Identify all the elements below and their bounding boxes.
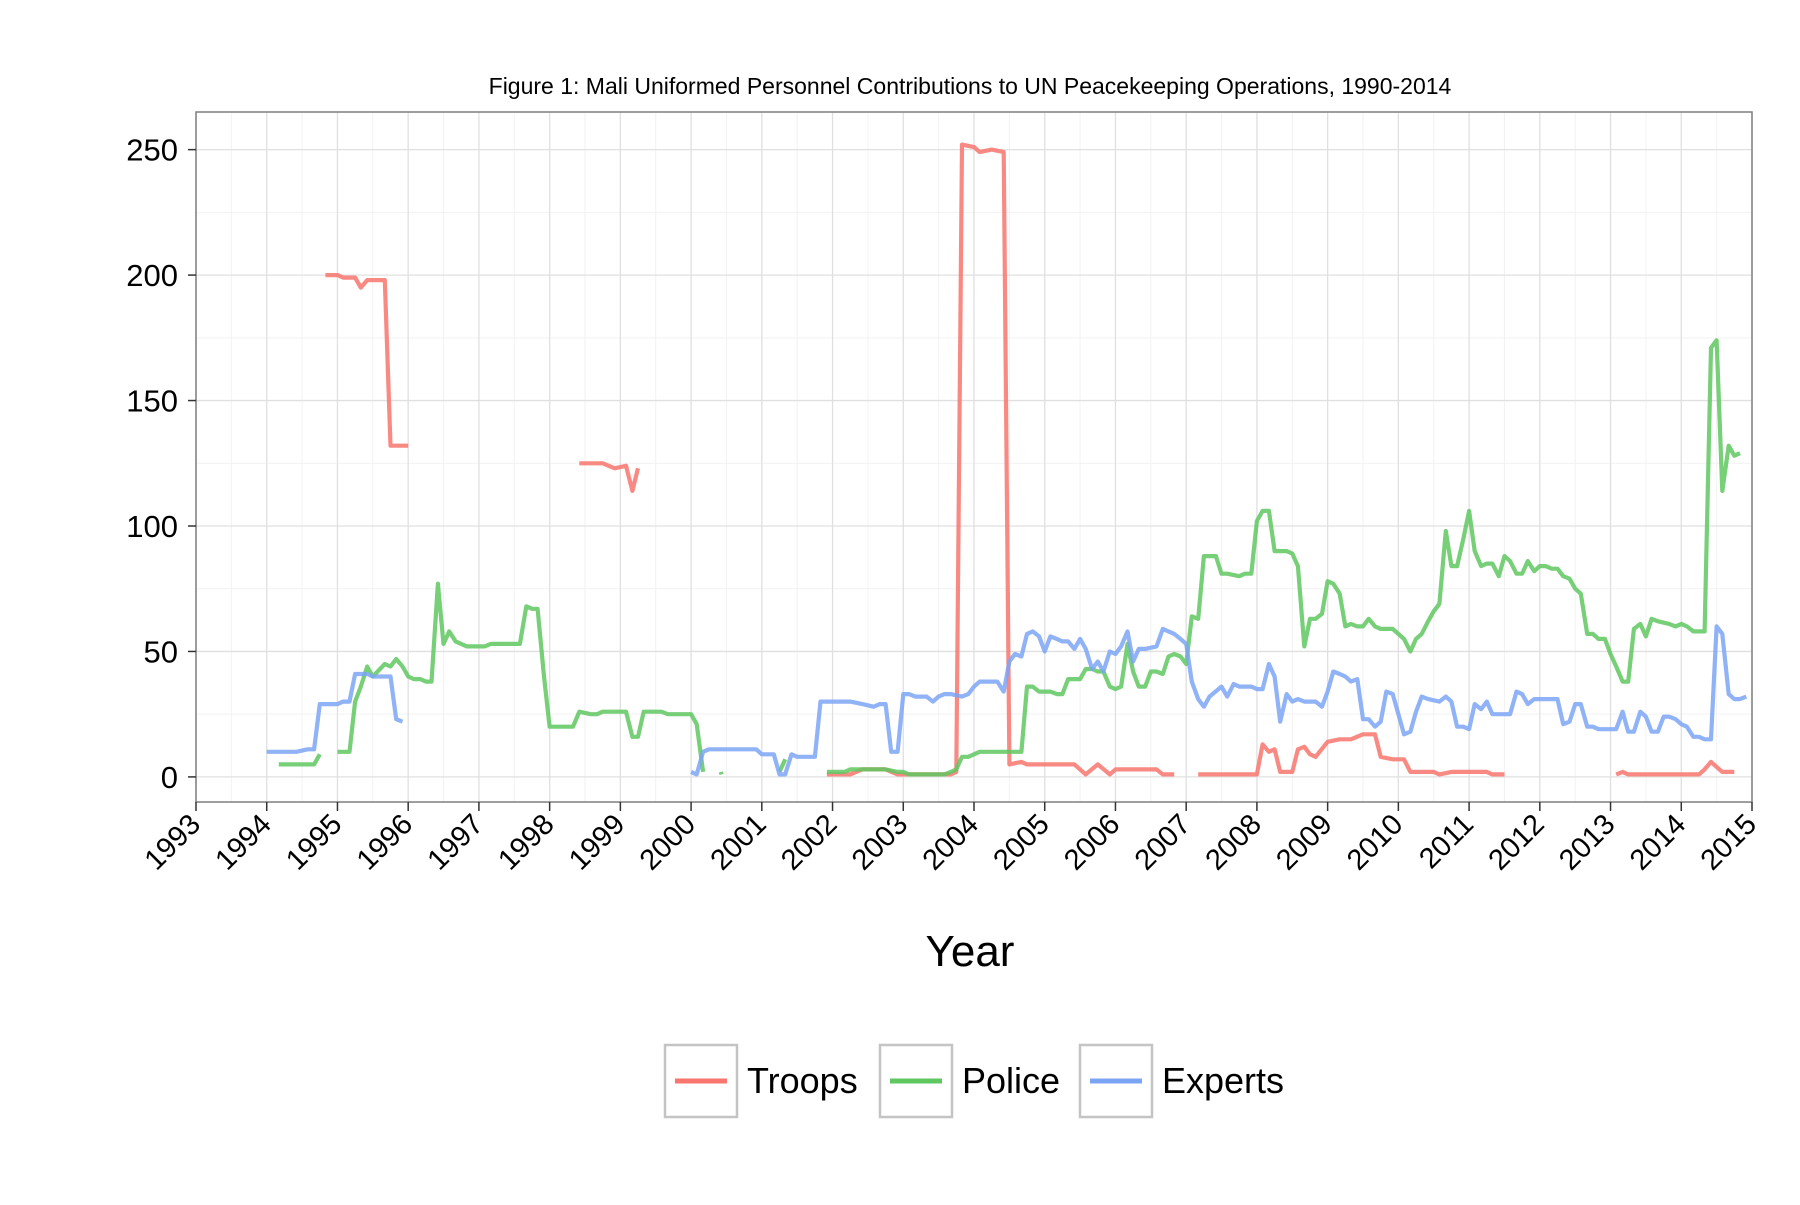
series-line-experts bbox=[690, 624, 1748, 777]
x-tick-label: 1994 bbox=[209, 808, 277, 876]
x-tick-label: 2004 bbox=[917, 808, 985, 876]
series-line-police bbox=[278, 753, 322, 767]
x-tick-label: 1997 bbox=[422, 808, 490, 876]
legend-item-experts: Experts bbox=[1078, 1043, 1284, 1119]
y-tick-label: 100 bbox=[126, 509, 178, 544]
chart-title: Figure 1: Mali Uniformed Personnel Contr… bbox=[489, 73, 1452, 99]
series-line-police bbox=[826, 338, 1741, 777]
x-tick-label: 2003 bbox=[846, 808, 914, 876]
legend-item-troops: Troops bbox=[663, 1043, 858, 1119]
x-tick-label: 2009 bbox=[1270, 808, 1338, 876]
minor-gridlines bbox=[196, 112, 1752, 802]
x-tick-label: 1993 bbox=[139, 808, 207, 876]
series-experts bbox=[266, 624, 1748, 777]
x-tick-label: 1999 bbox=[563, 808, 631, 876]
series-line-police bbox=[337, 581, 706, 773]
x-tick-label: 2011 bbox=[1413, 808, 1480, 875]
series-line-police bbox=[718, 771, 724, 775]
legend-label: Experts bbox=[1162, 1060, 1284, 1101]
y-tick-label: 200 bbox=[126, 258, 178, 293]
x-tick-label: 2012 bbox=[1483, 808, 1551, 876]
x-tick-label: 2014 bbox=[1624, 808, 1692, 876]
series-line-troops bbox=[579, 461, 641, 493]
x-tick-label: 2013 bbox=[1553, 808, 1621, 876]
x-tick-label: 1998 bbox=[492, 808, 560, 876]
series-line-troops bbox=[1198, 732, 1505, 777]
legend-label: Troops bbox=[747, 1060, 858, 1101]
series-line-troops bbox=[325, 273, 409, 448]
x-tick-label: 2002 bbox=[775, 808, 843, 876]
legend-item-police: Police bbox=[878, 1043, 1060, 1119]
series-line-troops bbox=[1615, 759, 1735, 777]
x-axis-title: Year bbox=[926, 927, 1015, 976]
series-line-experts bbox=[266, 671, 404, 754]
y-tick-label: 150 bbox=[126, 384, 178, 419]
x-tick-label: 2007 bbox=[1129, 808, 1197, 876]
series-line-police bbox=[777, 758, 788, 773]
series-lines bbox=[266, 142, 1748, 777]
x-tick-label: 2000 bbox=[634, 808, 702, 876]
x-tick-label: 1995 bbox=[280, 808, 348, 876]
x-tick-label: 2015 bbox=[1695, 808, 1763, 876]
x-tick-label: 2008 bbox=[1200, 808, 1268, 876]
series-police bbox=[278, 338, 1741, 777]
legend: Troops Police Experts bbox=[663, 1043, 1284, 1119]
y-tick-label: 0 bbox=[161, 760, 178, 795]
x-tick-label: 2006 bbox=[1058, 808, 1126, 876]
x-tick-label: 2001 bbox=[705, 808, 773, 876]
x-tick-label: 2005 bbox=[987, 808, 1055, 876]
legend-label: Police bbox=[962, 1060, 1060, 1101]
y-tick-label: 250 bbox=[126, 133, 178, 168]
y-tick-label: 50 bbox=[144, 634, 178, 669]
x-tick-label: 2010 bbox=[1341, 808, 1409, 876]
x-tick-label: 1996 bbox=[351, 808, 419, 876]
